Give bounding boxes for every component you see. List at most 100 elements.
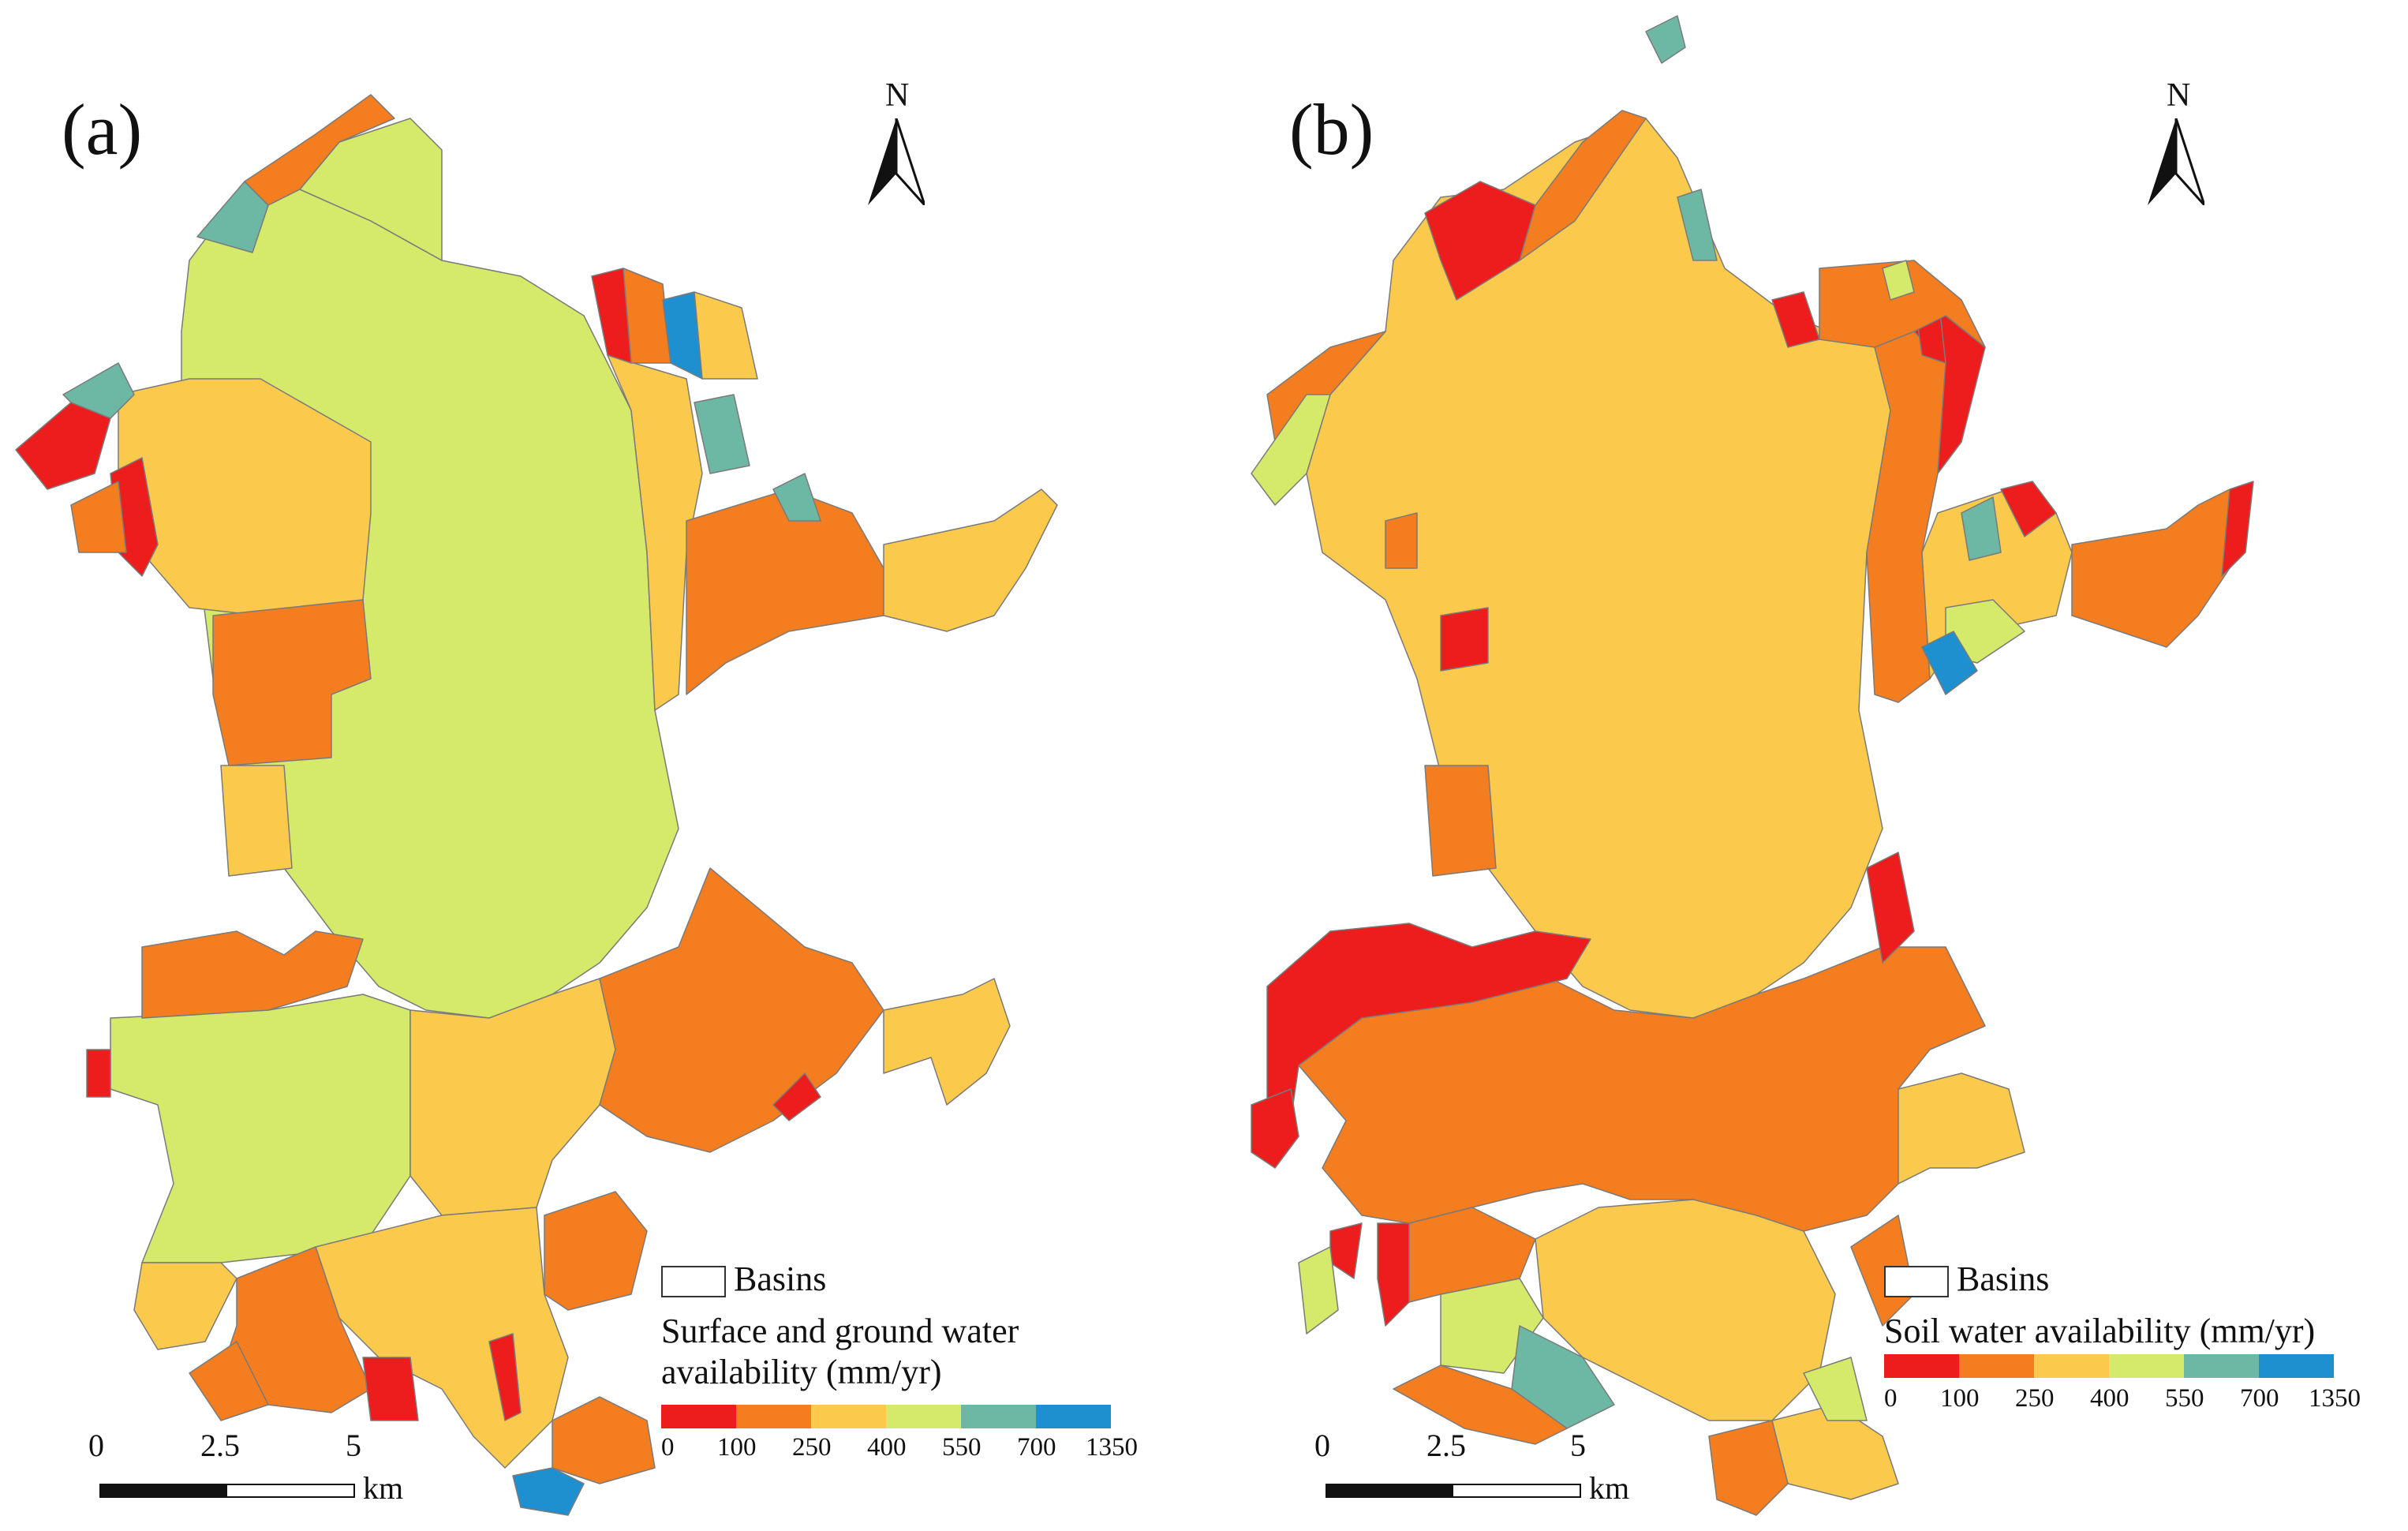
basin-b-west-orange2 (1385, 512, 1418, 569)
basin-a-south-red2 (488, 1333, 522, 1421)
basin-a-se-orange2 (544, 1191, 648, 1311)
legend-title-line1: Soil water availability (mm/yr) (1884, 1312, 2316, 1350)
scale-bar (1326, 1484, 1581, 1498)
scale-tick-2-5: 2.5 (200, 1428, 240, 1463)
basin-b-nw-orange (1519, 110, 1647, 261)
basin-b-sw-red (1251, 1088, 1299, 1169)
legend-swatch-0 (1884, 1354, 1959, 1378)
basin-b-se-orange2 (1708, 1420, 1789, 1516)
basin-a-nw-orange (244, 94, 395, 206)
basin-a-east-teal (772, 473, 821, 522)
legend-basins-swatch (1884, 1266, 1949, 1297)
basin-a-ne-yellow (694, 291, 758, 380)
basin-a-south-blue (512, 1467, 585, 1516)
basin-b-east-tip (2071, 488, 2246, 648)
basin-a-sw-red (86, 1049, 111, 1098)
north-letter-b: N (2167, 77, 2191, 114)
legend-swatch-1 (736, 1405, 811, 1428)
basin-b-far-west-green (1251, 394, 1331, 506)
basin-b-south-coast (1393, 1364, 1568, 1445)
basin-a-west-orange2 (70, 481, 127, 553)
panel-b: (b) N Basins Soil water availability (mm… (1204, 0, 2408, 1531)
legend-swatch-5 (2259, 1354, 2334, 1378)
scale-tick-0: 0 (88, 1428, 104, 1463)
basin-a-south-coast (189, 1341, 269, 1421)
basin-a-far-west-red (15, 402, 111, 490)
basin-a-south-red (362, 1357, 419, 1421)
legend-break-label: 700 (2240, 1384, 2279, 1413)
legend-ramp-labels: 0 100 250 400 550 700 1350 (1884, 1386, 2389, 1414)
north-arrow-icon (868, 118, 925, 205)
north-arrow-icon (2148, 118, 2204, 205)
legend-swatch-5 (1036, 1405, 1111, 1428)
basin-b-sw-red3 (1329, 1222, 1363, 1279)
legend-swatch-4 (961, 1405, 1036, 1428)
legend-break-label: 550 (2165, 1384, 2204, 1413)
legend-basins-label: Basins (734, 1260, 827, 1298)
basin-a-sw-green (110, 994, 411, 1263)
legend-color-ramp (1884, 1354, 2334, 1378)
scale-tick-5: 5 (1570, 1428, 1586, 1463)
legend-swatch-3 (2109, 1354, 2184, 1378)
map-b (1251, 15, 2254, 1516)
basin-a-sw-orange (141, 930, 364, 1019)
legend-break-label: 0 (1884, 1384, 1898, 1413)
legend-title-line1: Surface and ground water (661, 1312, 1019, 1350)
basin-a-south-yellow (409, 978, 616, 1216)
legend-break-label: 400 (2090, 1384, 2129, 1413)
basin-a-east-peninsula (686, 488, 884, 695)
basin-b-sw-red2 (1377, 1222, 1410, 1327)
scale-tick-5: 5 (346, 1428, 361, 1463)
basin-a-ne-orange (623, 268, 671, 364)
basin-b-east-teal (1961, 496, 2002, 561)
panel-label-b: (b) (1289, 89, 1374, 170)
scale-bar (99, 1484, 355, 1498)
scale-tick-2-5: 2.5 (1426, 1428, 1466, 1463)
basin-a-west-orange (212, 599, 372, 766)
legend-basins-swatch (661, 1266, 726, 1297)
basin-b-east-tip-red (2221, 481, 2254, 577)
legend-break-label: 250 (2015, 1384, 2055, 1413)
panel-a: (a) N Basins Surface and ground water av… (15, 77, 1182, 1516)
basin-b-ne-green (1882, 260, 1915, 301)
legend-title-line2: availability (mm/yr) (661, 1353, 942, 1391)
basin-b-sw-green (1298, 1246, 1339, 1334)
basin-b-ne-orange (1819, 260, 1986, 348)
basin-b-east-blue (1921, 631, 1978, 695)
legend-break-label: 400 (867, 1433, 907, 1462)
legend-swatch-2 (2034, 1354, 2109, 1378)
scale-unit: km (363, 1470, 404, 1506)
legend-swatch-2 (811, 1405, 886, 1428)
basin-a-south-orange (220, 1246, 372, 1413)
map-a (15, 94, 1058, 1516)
basin-b-se-yellow (1898, 1072, 2025, 1185)
legend-color-ramp (661, 1405, 1111, 1428)
legend-break-label: 0 (661, 1433, 675, 1462)
legend-break-label: 100 (1940, 1384, 1980, 1413)
basin-a-east-yellow (607, 354, 703, 711)
north-letter-a: N (885, 77, 910, 114)
scale-unit: km (1589, 1470, 1630, 1506)
basin-a-west-teal (62, 362, 135, 419)
legend-basins-label: Basins (1957, 1260, 2050, 1298)
legend-swatch-1 (1959, 1354, 2034, 1378)
basin-b-south-orange (1408, 1207, 1536, 1303)
scale-tick-0: 0 (1314, 1428, 1330, 1463)
legend-break-label: 1350 (1086, 1433, 1138, 1462)
basin-a-se-red (772, 1072, 821, 1121)
legend-break-label: 700 (1017, 1433, 1056, 1462)
basin-a-se-yellow (883, 978, 1011, 1106)
legend-break-label: 550 (942, 1433, 982, 1462)
basin-a-east-tip-yellow (883, 488, 1058, 632)
basin-a-south-orange2 (552, 1396, 656, 1484)
basin-a-ne-teal (694, 394, 750, 474)
basin-b-south-teal (1511, 1325, 1615, 1429)
basin-b-west-orange (1424, 765, 1497, 877)
basin-b-east-red (2000, 481, 2057, 537)
basin-a-se-orange (599, 867, 884, 1153)
legend-swatch-4 (2184, 1354, 2259, 1378)
legend-break-label: 100 (717, 1433, 757, 1462)
legend-swatch-3 (886, 1405, 961, 1428)
basin-b-north-teal (1645, 15, 1686, 64)
legend-ramp-labels: 0 100 250 400 550 700 1350 (661, 1435, 1182, 1463)
